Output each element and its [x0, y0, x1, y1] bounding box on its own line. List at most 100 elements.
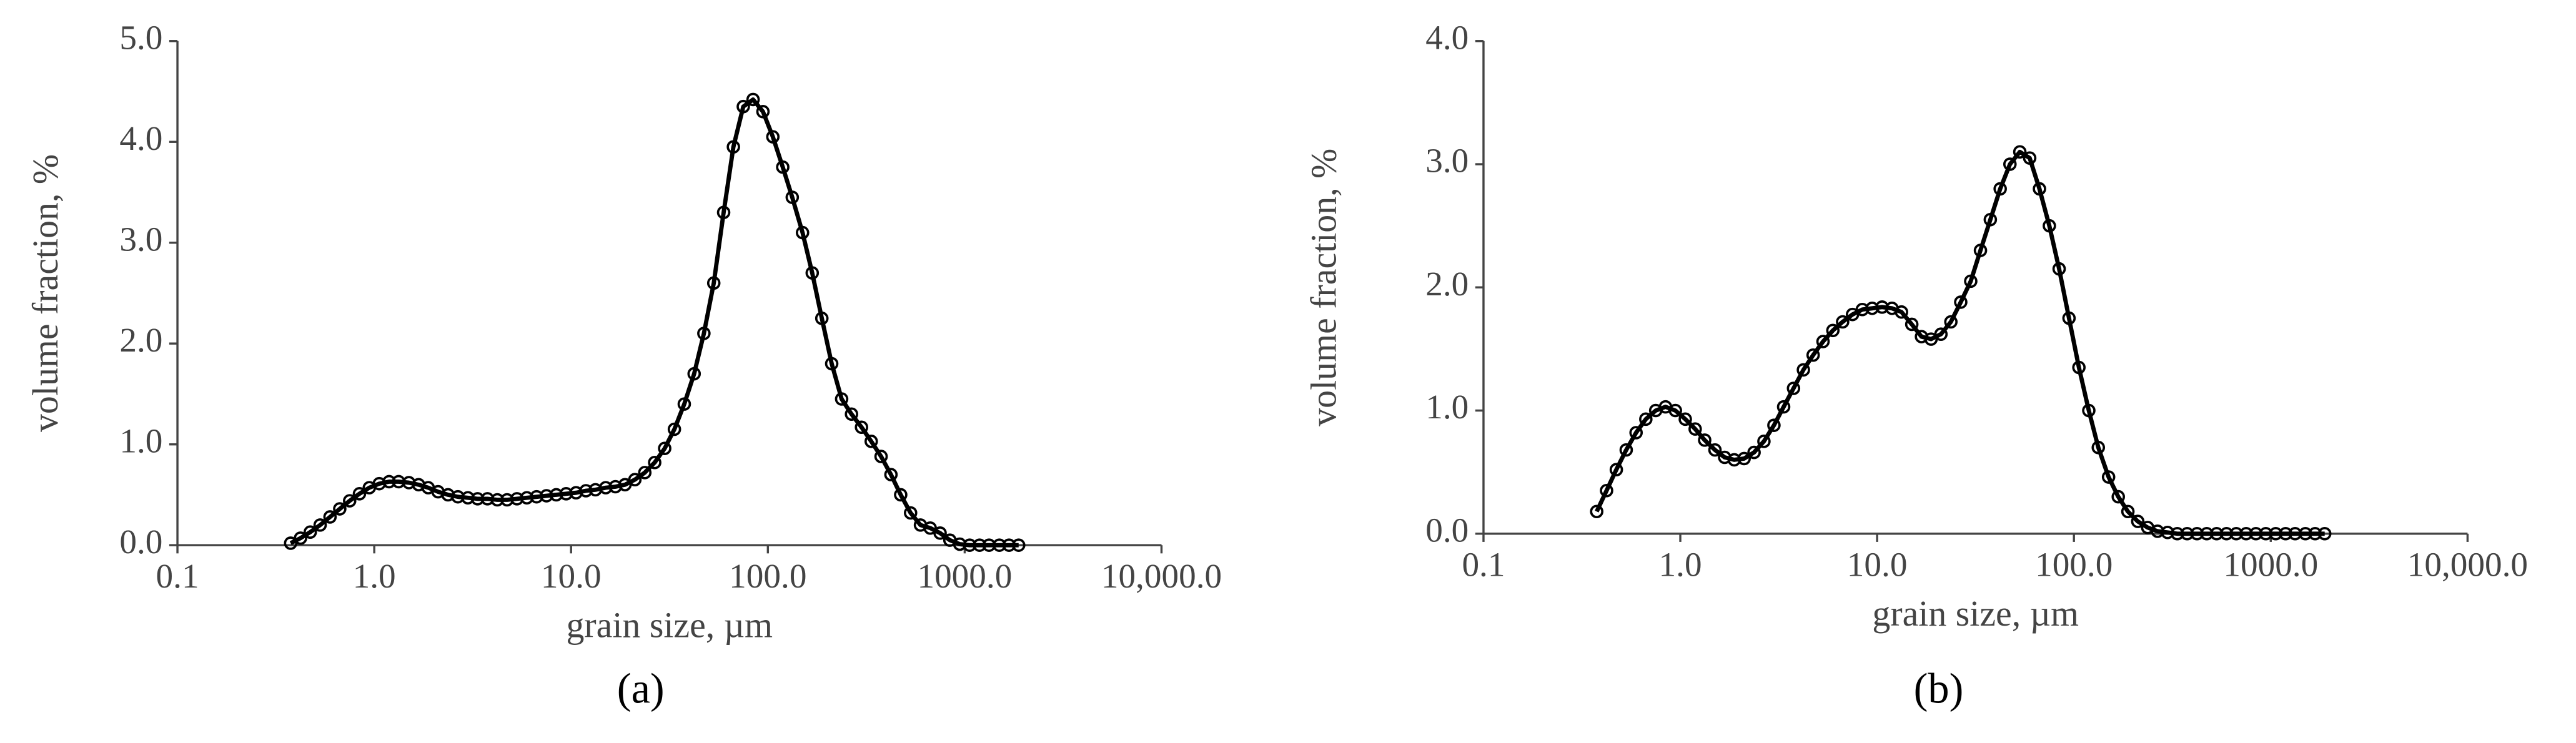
x-axis-label: grain size, µm — [566, 605, 773, 646]
data-point — [294, 531, 307, 545]
data-point — [1973, 244, 1988, 257]
data-point — [993, 538, 1006, 552]
data-point — [963, 538, 977, 552]
data-point — [2043, 219, 2056, 233]
x-axis-label: grain size, µm — [1872, 593, 2079, 634]
data-point — [559, 487, 573, 501]
data-point — [677, 397, 691, 411]
data-point — [2219, 526, 2234, 541]
data-point — [796, 225, 810, 240]
data-point — [2091, 440, 2106, 455]
chart-panel: 0.0 1.0 2.0 3.0 4.0 0.1 1.0 10.0 100.0 1000.0 10,0… — [1303, 18, 2528, 712]
data-point — [1619, 443, 1633, 457]
panel-label: (b) — [1914, 665, 1964, 712]
x-tick-label: 0.1 — [1462, 546, 1505, 584]
data-point — [1895, 305, 1908, 319]
data-point — [2180, 526, 2194, 541]
y-tick-label: 1.0 — [1425, 388, 1469, 426]
data-point — [313, 518, 327, 532]
x-tick-label: 100.0 — [729, 557, 806, 595]
data-point — [461, 491, 475, 505]
data-point — [628, 473, 642, 486]
data-point — [1993, 182, 2007, 196]
data-point — [1639, 412, 1653, 426]
data-point — [1934, 327, 1948, 342]
data-point — [549, 488, 563, 502]
x-tick-label: 0.1 — [156, 557, 199, 595]
data-point — [1767, 418, 1781, 432]
data-point — [1002, 538, 1016, 552]
data-point — [352, 487, 367, 501]
data-point — [746, 92, 760, 107]
x-tick-label: 1.0 — [353, 557, 396, 595]
data-point — [1698, 433, 1712, 447]
data-point — [1786, 381, 1801, 395]
data-point — [2269, 526, 2283, 541]
data-point — [1668, 403, 1682, 418]
data-point — [973, 538, 986, 552]
data-point — [480, 492, 495, 506]
data-point — [2190, 526, 2204, 541]
y-tick-label: 3.0 — [119, 220, 162, 258]
x-tick-label: 10,000.0 — [2407, 546, 2528, 584]
data-point — [2131, 514, 2145, 528]
data-point — [2161, 526, 2174, 539]
data-point — [598, 481, 613, 495]
data-point — [864, 435, 878, 448]
data-point — [766, 130, 780, 144]
data-point — [1688, 422, 1702, 436]
data-point — [2111, 490, 2125, 504]
data-point — [1609, 463, 1623, 476]
data-point — [1678, 412, 1692, 426]
data-point — [1747, 445, 1761, 460]
data-point — [726, 140, 740, 154]
data-point — [2033, 182, 2046, 196]
data-point — [2101, 470, 2116, 484]
data-point — [382, 475, 396, 489]
data-point — [510, 492, 524, 506]
data-point — [323, 510, 337, 524]
y-tick-label: 2.0 — [119, 321, 162, 359]
data-point — [1954, 295, 1968, 309]
data-point — [1944, 315, 1958, 329]
data-point — [2072, 360, 2086, 375]
data-point — [1629, 426, 1643, 440]
data-point — [2013, 145, 2027, 159]
data-point — [500, 493, 514, 507]
y-tick-label: 0.0 — [119, 523, 162, 561]
data-point — [904, 506, 918, 520]
data-point — [2259, 526, 2273, 541]
data-point — [1708, 443, 1722, 457]
data-point — [2317, 526, 2332, 541]
x-tick-label: 10.0 — [1847, 546, 1908, 584]
data-point — [2062, 311, 2076, 325]
data-point — [894, 488, 908, 502]
data-point — [776, 160, 790, 174]
data-line — [289, 97, 1019, 548]
data-point — [785, 190, 800, 204]
x-tick-label: 100.0 — [2035, 546, 2113, 584]
data-point — [756, 105, 770, 119]
data-point — [343, 494, 357, 508]
data-point — [2052, 262, 2066, 276]
data-point — [1590, 504, 1603, 519]
data-point — [579, 484, 593, 498]
data-point — [1757, 435, 1771, 448]
x-tick-label: 1000.0 — [917, 557, 1012, 595]
y-axis-label: volume fraction, % — [25, 154, 66, 432]
data-point — [2239, 526, 2253, 541]
data-point — [1816, 335, 1830, 348]
data-line — [1595, 149, 2325, 536]
data-point — [658, 441, 671, 455]
x-tick-label: 1.0 — [1659, 546, 1702, 584]
data-point — [2249, 526, 2263, 541]
y-tick-label: 0.0 — [1425, 511, 1469, 549]
data-point — [1964, 274, 1978, 288]
data-point — [2082, 403, 2096, 418]
data-point — [2121, 504, 2135, 519]
data-point — [1776, 400, 1791, 414]
data-point — [530, 490, 543, 504]
data-point — [825, 357, 839, 371]
